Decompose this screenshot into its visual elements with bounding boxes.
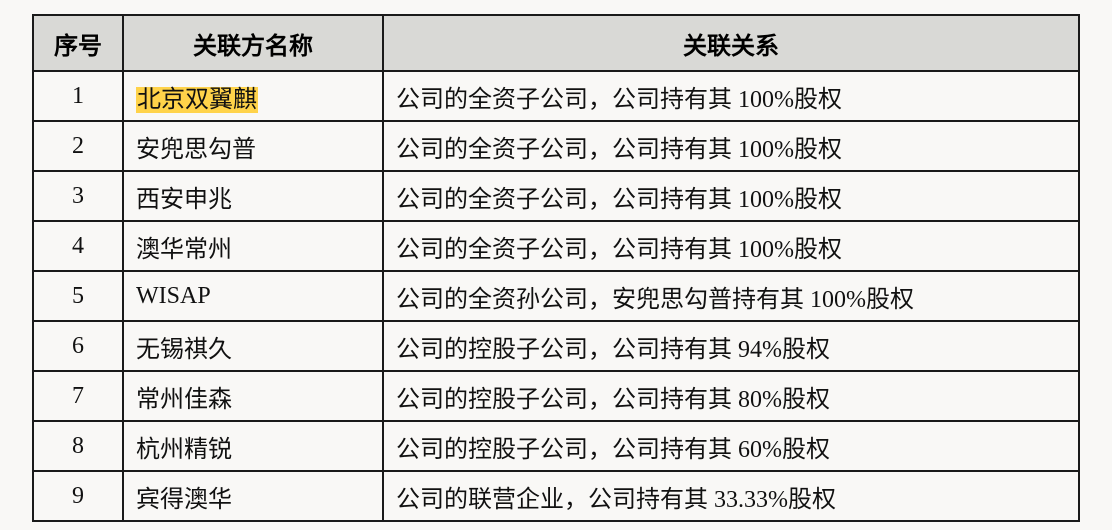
table-row: 8杭州精锐公司的控股子公司，公司持有其 60%股权 xyxy=(33,421,1079,471)
table-row: 9宾得澳华公司的联营企业，公司持有其 33.33%股权 xyxy=(33,471,1079,521)
cell-seq: 8 xyxy=(33,421,123,471)
cell-relation: 公司的控股子公司，公司持有其 60%股权 xyxy=(383,421,1079,471)
col-header-relation: 关联关系 xyxy=(383,15,1079,71)
cell-seq: 1 xyxy=(33,71,123,121)
cell-name: 北京双翼麒 xyxy=(123,71,383,121)
table-row: 5WISAP公司的全资孙公司，安兜思勾普持有其 100%股权 xyxy=(33,271,1079,321)
highlighted-name: 北京双翼麒 xyxy=(136,87,258,113)
cell-name: 宾得澳华 xyxy=(123,471,383,521)
col-header-name: 关联方名称 xyxy=(123,15,383,71)
cell-seq: 5 xyxy=(33,271,123,321)
cell-seq: 6 xyxy=(33,321,123,371)
cell-relation: 公司的全资子公司，公司持有其 100%股权 xyxy=(383,171,1079,221)
cell-relation: 公司的控股子公司，公司持有其 80%股权 xyxy=(383,371,1079,421)
cell-relation: 公司的全资子公司，公司持有其 100%股权 xyxy=(383,121,1079,171)
table-header-row: 序号 关联方名称 关联关系 xyxy=(33,15,1079,71)
cell-seq: 7 xyxy=(33,371,123,421)
cell-seq: 4 xyxy=(33,221,123,271)
cell-seq: 2 xyxy=(33,121,123,171)
cell-relation: 公司的全资孙公司，安兜思勾普持有其 100%股权 xyxy=(383,271,1079,321)
col-header-seq: 序号 xyxy=(33,15,123,71)
table-row: 2安兜思勾普公司的全资子公司，公司持有其 100%股权 xyxy=(33,121,1079,171)
table-row: 4澳华常州公司的全资子公司，公司持有其 100%股权 xyxy=(33,221,1079,271)
cell-name: 无锡祺久 xyxy=(123,321,383,371)
cell-name: 西安申兆 xyxy=(123,171,383,221)
cell-seq: 3 xyxy=(33,171,123,221)
table-row: 6无锡祺久公司的控股子公司，公司持有其 94%股权 xyxy=(33,321,1079,371)
cell-name: 澳华常州 xyxy=(123,221,383,271)
table-row: 7常州佳森公司的控股子公司，公司持有其 80%股权 xyxy=(33,371,1079,421)
table-row: 1 北京双翼麒 公司的全资子公司，公司持有其 100%股权 xyxy=(33,71,1079,121)
cell-relation: 公司的联营企业，公司持有其 33.33%股权 xyxy=(383,471,1079,521)
cell-name: 常州佳森 xyxy=(123,371,383,421)
cell-relation: 公司的全资子公司，公司持有其 100%股权 xyxy=(383,71,1079,121)
cell-relation: 公司的控股子公司，公司持有其 94%股权 xyxy=(383,321,1079,371)
cell-name: 安兜思勾普 xyxy=(123,121,383,171)
table-row: 3西安申兆公司的全资子公司，公司持有其 100%股权 xyxy=(33,171,1079,221)
related-parties-table: 序号 关联方名称 关联关系 1北京双翼麒公司的全资子公司，公司持有其 100%股… xyxy=(32,14,1080,522)
cell-relation: 公司的全资子公司，公司持有其 100%股权 xyxy=(383,221,1079,271)
cell-name: WISAP xyxy=(123,271,383,321)
cell-name: 杭州精锐 xyxy=(123,421,383,471)
cell-seq: 9 xyxy=(33,471,123,521)
